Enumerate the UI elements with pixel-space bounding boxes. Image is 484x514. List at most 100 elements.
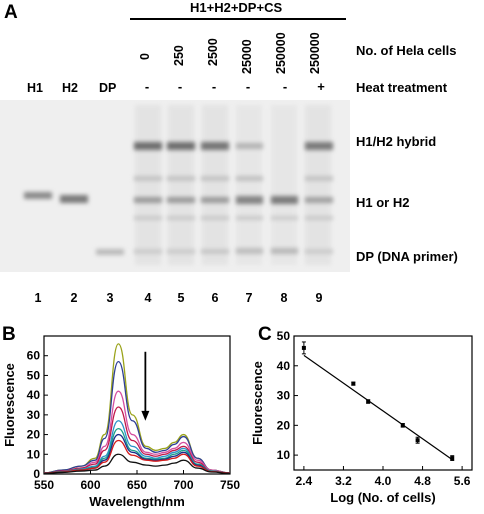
- dp-band-8: [271, 248, 298, 254]
- lane-number-5: 5: [177, 291, 185, 305]
- data-point: [415, 438, 420, 443]
- heat-mark-3: -: [245, 79, 251, 94]
- lane-number-9: 9: [315, 291, 323, 305]
- spectrum-line-9: [43, 453, 231, 475]
- hybrid-band-5: [167, 142, 195, 150]
- x-tick-label-c: 4.8: [414, 474, 431, 488]
- lane-smear-6: [202, 105, 228, 265]
- single-band-2: [60, 195, 88, 203]
- x-tick-label-b: 750: [220, 478, 240, 492]
- row-label-heat: Heat treatment: [356, 80, 448, 95]
- hybrid-band-6: [201, 142, 229, 150]
- lane-number-4: 4: [144, 291, 152, 305]
- dp-band-6: [201, 249, 229, 254]
- lane-number-7: 7: [245, 291, 253, 305]
- data-point: [400, 423, 405, 428]
- data-point: [301, 345, 306, 350]
- lower-band-8: [271, 216, 298, 220]
- heat-mark-4: -: [282, 79, 288, 94]
- panel-c-letter: C: [258, 324, 272, 345]
- x-tick-label-c: 5.6: [454, 474, 471, 488]
- hybrid-band-9: [305, 142, 333, 150]
- spectrum-line-8: [43, 439, 231, 474]
- band-label-hybrid: H1/H2 hybrid: [356, 134, 437, 149]
- group-bracket: [130, 18, 346, 20]
- lower-band-4: [134, 216, 162, 220]
- y-tick-label-b: 40: [27, 388, 41, 402]
- cell-count-5: 250000: [308, 32, 322, 74]
- cell-count-4: 250000: [274, 32, 288, 74]
- upper-band-7: [236, 176, 263, 181]
- single-band-9: [305, 197, 333, 203]
- data-point: [450, 456, 455, 461]
- x-axis-label-c: Log (No. of cells): [330, 490, 435, 505]
- cell-count-0: 0: [138, 53, 152, 60]
- y-tick-label-c: 30: [277, 389, 291, 403]
- panel-b-letter: B: [2, 324, 16, 345]
- y-tick-label-b: 60: [27, 349, 41, 363]
- lane-smear-5: [168, 105, 194, 265]
- single-band-1: [24, 192, 52, 199]
- lane-smear-9: [305, 105, 331, 265]
- upper-band-9: [305, 176, 333, 181]
- lane-number-3: 3: [106, 291, 114, 305]
- y-axis-label-c: Fluorescence: [250, 361, 265, 445]
- dp-band-5: [167, 249, 195, 254]
- lower-band-9: [305, 216, 333, 220]
- heat-mark-1: -: [177, 79, 183, 94]
- y-tick-label-b: 0: [33, 467, 40, 481]
- y-tick-label-c: 10: [277, 448, 291, 462]
- single-band-8: [271, 196, 298, 204]
- dp-band-9: [305, 249, 333, 254]
- dp-band-4: [134, 249, 162, 254]
- y-tick-label-c: 50: [277, 330, 291, 343]
- y-tick-label-b: 30: [27, 408, 41, 422]
- y-tick-label-b: 50: [27, 368, 41, 382]
- row-label-cells: No. of Hela cells: [356, 43, 457, 58]
- y-axis-label-b: Fluorescence: [2, 363, 17, 447]
- spectrum-line-2: [43, 360, 231, 474]
- heat-mark-0: -: [144, 79, 150, 94]
- cell-count-3: 25000: [240, 39, 254, 74]
- lane-head-h1: H1: [27, 81, 43, 95]
- single-band-5: [167, 197, 195, 203]
- cell-count-2: 2500: [206, 38, 220, 66]
- single-band-6: [201, 197, 229, 203]
- x-tick-label-c: 2.4: [296, 474, 313, 488]
- y-tick-label-c: 40: [277, 359, 291, 373]
- plot-frame-c: [293, 335, 473, 471]
- cell-count-1: 250: [172, 45, 186, 66]
- lane-smear-4: [135, 105, 161, 265]
- band-label-primer: DP (DNA primer): [356, 249, 458, 264]
- data-point: [366, 399, 371, 404]
- x-axis-label-b: Wavelength/nm: [89, 494, 185, 509]
- band-label-single: H1 or H2: [356, 195, 410, 210]
- x-tick-label-b: 600: [80, 478, 100, 492]
- lane-smear-7: [236, 105, 262, 265]
- group-label: H1+H2+DP+CS: [190, 0, 283, 15]
- x-tick-label-c: 3.2: [335, 474, 352, 488]
- lane-number-2: 2: [70, 291, 78, 305]
- arrow-head: [141, 410, 150, 421]
- upper-band-6: [201, 176, 229, 181]
- calibration-chart: 2.4 3.2 4.0 4.8 5.6 10 20 30 40 50 Log (No. of cel…: [250, 330, 473, 505]
- x-tick-label-b: 550: [34, 478, 54, 492]
- data-point: [351, 381, 356, 386]
- upper-band-4: [134, 176, 162, 181]
- lower-band-6: [201, 216, 229, 220]
- spectra-chart: 550 600 650 700 750 0 10 20 30 40 50 60 Wavelength/n…: [2, 335, 240, 509]
- lane-head-dp: DP: [99, 81, 117, 95]
- upper-band-5: [167, 176, 195, 181]
- single-band-4: [134, 197, 162, 203]
- single-band-7: [236, 196, 263, 204]
- x-tick-label-b: 650: [127, 478, 147, 492]
- gel-bands: [0, 100, 350, 272]
- lane-smear-8: [271, 105, 297, 265]
- y-tick-label-c: 20: [277, 418, 291, 432]
- hybrid-band-7: [236, 143, 263, 149]
- lane-number-6: 6: [211, 291, 219, 305]
- gel-image: [0, 100, 350, 272]
- dp-band-7: [236, 248, 263, 254]
- x-tick-label-c: 4.0: [375, 474, 392, 488]
- spectrum-line-4: [43, 406, 231, 474]
